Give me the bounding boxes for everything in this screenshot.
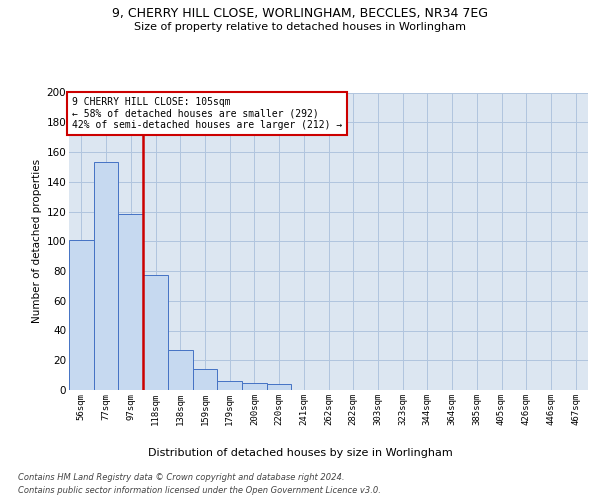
Bar: [267, 384, 292, 390]
Text: Contains HM Land Registry data © Crown copyright and database right 2024.: Contains HM Land Registry data © Crown c…: [18, 472, 344, 482]
Text: Distribution of detached houses by size in Worlingham: Distribution of detached houses by size …: [148, 448, 452, 458]
Bar: [168, 350, 193, 390]
Bar: [94, 162, 118, 390]
Bar: [193, 369, 217, 390]
Bar: [118, 214, 143, 390]
Text: Size of property relative to detached houses in Worlingham: Size of property relative to detached ho…: [134, 22, 466, 32]
Text: 9, CHERRY HILL CLOSE, WORLINGHAM, BECCLES, NR34 7EG: 9, CHERRY HILL CLOSE, WORLINGHAM, BECCLE…: [112, 8, 488, 20]
Bar: [143, 276, 168, 390]
Bar: [69, 240, 94, 390]
Text: 9 CHERRY HILL CLOSE: 105sqm
← 58% of detached houses are smaller (292)
42% of se: 9 CHERRY HILL CLOSE: 105sqm ← 58% of det…: [71, 97, 342, 130]
Bar: [242, 382, 267, 390]
Text: Contains public sector information licensed under the Open Government Licence v3: Contains public sector information licen…: [18, 486, 381, 495]
Y-axis label: Number of detached properties: Number of detached properties: [32, 159, 43, 324]
Bar: [217, 381, 242, 390]
